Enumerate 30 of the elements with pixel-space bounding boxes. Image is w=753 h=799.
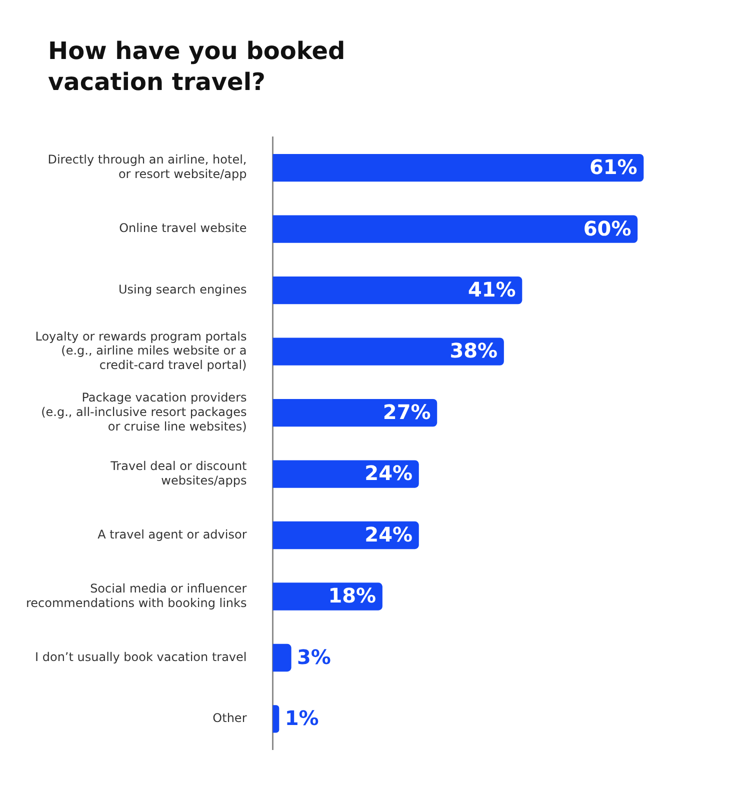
bar — [272, 705, 280, 733]
data-label: 24% — [364, 522, 413, 546]
y-tick-label: Travel deal or discount websites/apps — [110, 458, 248, 488]
data-label: 61% — [589, 155, 638, 180]
bar — [272, 338, 504, 366]
data-label: 41% — [468, 278, 516, 302]
y-tick-label: Package vacation providers (e.g., all-inclusive resort packages or cruise line websites) — [41, 390, 247, 434]
data-label: 24% — [364, 461, 413, 486]
y-tick-label: A travel agent or advisor — [98, 527, 247, 542]
data-label: 60% — [583, 216, 632, 240]
y-tick-label: Other — [212, 711, 247, 726]
bar — [272, 398, 438, 427]
bar — [272, 460, 419, 488]
data-label: 3% — [296, 644, 331, 669]
bar — [272, 215, 638, 243]
data-label: 38% — [450, 338, 498, 363]
y-tick-label: Directly through an airline, hotel, or resort website/app — [48, 152, 247, 182]
bar — [272, 521, 419, 550]
chart-title: How have you booked vacation travel? — [47, 36, 346, 98]
y-tick-label: I don’t usually book vacation travel — [35, 650, 247, 664]
bar — [272, 644, 292, 672]
y-tick-label: Online travel website — [119, 221, 247, 236]
y-tick-label: Loyalty or rewards program portals (e.g., airline miles website or a credit-card travel portal) — [35, 329, 247, 372]
data-label: 27% — [382, 400, 431, 424]
bar — [272, 276, 522, 304]
y-tick-label: Social media or influencer recommendations with booking links — [26, 581, 247, 610]
data-label: 18% — [328, 584, 376, 608]
y-tick-label: Using search engines — [118, 282, 247, 296]
bar — [272, 154, 644, 182]
data-label: 1% — [284, 706, 319, 730]
